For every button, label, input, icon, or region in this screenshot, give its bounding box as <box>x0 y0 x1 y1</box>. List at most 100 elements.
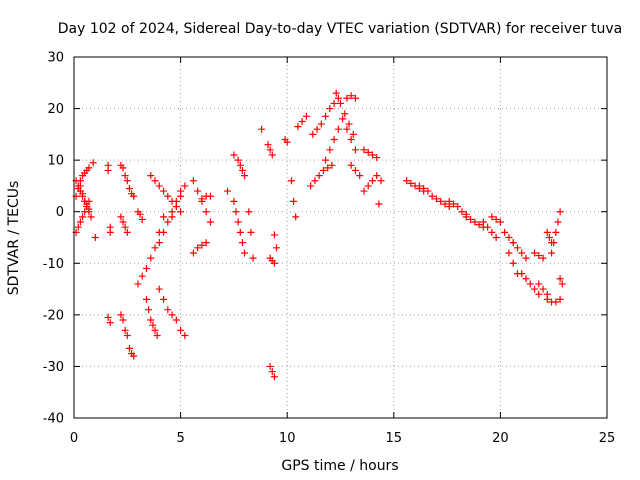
data-point <box>151 244 159 252</box>
series-arc-15 <box>142 295 161 339</box>
series-arc-18 <box>155 285 189 339</box>
x-tick-label: 20 <box>492 431 509 446</box>
data-point <box>322 156 330 164</box>
data-point <box>526 280 534 288</box>
data-point <box>298 117 306 125</box>
data-point <box>147 316 155 324</box>
data-point <box>309 130 317 138</box>
data-point <box>462 213 470 221</box>
data-point <box>258 125 266 133</box>
series-arc-55 <box>531 249 547 262</box>
data-point <box>319 166 327 174</box>
series-arc-31 <box>281 136 291 146</box>
data-point <box>264 141 272 149</box>
data-point <box>554 218 562 226</box>
data-point <box>552 228 560 236</box>
data-point <box>273 244 281 252</box>
data-point <box>76 182 84 190</box>
data-point <box>125 185 133 193</box>
grid <box>74 57 607 418</box>
data-point <box>119 164 127 172</box>
data-point <box>202 208 210 216</box>
x-tick-label: 25 <box>599 431 616 446</box>
data-point <box>509 259 517 267</box>
data-point <box>79 213 87 221</box>
series-arc-26 <box>258 125 266 133</box>
data-point <box>130 352 138 360</box>
data-point <box>535 252 543 260</box>
series-arc-39 <box>343 92 359 102</box>
data-point <box>155 239 163 247</box>
data-point <box>125 344 133 352</box>
data-point <box>343 94 351 102</box>
series-arc-28 <box>270 231 281 252</box>
data-points <box>72 89 566 381</box>
data-point <box>311 177 319 185</box>
data-point <box>189 177 197 185</box>
data-point <box>83 200 91 208</box>
data-point <box>138 272 146 280</box>
data-point <box>236 161 244 169</box>
data-point <box>535 280 543 288</box>
data-point <box>403 177 411 185</box>
data-point <box>136 210 144 218</box>
data-point <box>368 177 376 185</box>
data-point <box>332 89 340 97</box>
data-point <box>364 182 372 190</box>
series-arc-16 <box>147 172 185 216</box>
data-point <box>307 182 315 190</box>
data-point <box>224 187 232 195</box>
data-point <box>341 110 349 118</box>
data-point <box>454 203 462 211</box>
series-arc-14 <box>134 213 168 288</box>
data-point <box>539 254 547 262</box>
data-point <box>145 306 153 314</box>
series-arc-36 <box>322 125 342 164</box>
data-point <box>268 151 276 159</box>
data-point <box>177 208 185 216</box>
data-point <box>479 218 487 226</box>
x-tick-label: 5 <box>176 431 184 446</box>
data-point <box>164 306 172 314</box>
data-point <box>558 280 566 288</box>
chart-title: Day 102 of 2024, Sidereal Day-to-day VTE… <box>58 21 622 37</box>
data-point <box>522 275 530 283</box>
series-arc-41 <box>360 146 381 162</box>
series-arc-07 <box>104 313 114 327</box>
data-point <box>513 244 521 252</box>
data-point <box>368 151 376 159</box>
data-point <box>518 249 526 257</box>
series-arc-24 <box>230 151 249 180</box>
data-point <box>496 218 504 226</box>
data-point <box>531 249 539 257</box>
data-point <box>117 213 125 221</box>
data-point <box>522 254 530 262</box>
data-point <box>356 172 364 180</box>
series-arc-35 <box>309 94 342 138</box>
data-point <box>351 94 359 102</box>
data-point <box>488 213 496 221</box>
data-point <box>85 164 93 172</box>
data-point <box>432 195 440 203</box>
data-point <box>449 200 457 208</box>
data-point <box>556 295 564 303</box>
data-point <box>505 249 513 257</box>
series-arc-34 <box>307 161 336 190</box>
data-point <box>160 228 168 236</box>
data-point <box>160 295 168 303</box>
series-arc-54 <box>535 280 551 298</box>
data-point <box>428 192 436 200</box>
data-point <box>189 249 197 257</box>
data-point <box>475 221 483 229</box>
data-point <box>130 192 138 200</box>
data-point <box>324 164 332 172</box>
series-arc-13 <box>134 208 146 223</box>
data-point <box>347 136 355 144</box>
data-point <box>172 316 180 324</box>
data-point <box>552 298 560 306</box>
data-point <box>151 326 159 334</box>
data-point <box>104 313 112 321</box>
series-arc-57 <box>548 208 564 257</box>
data-point <box>76 218 84 226</box>
